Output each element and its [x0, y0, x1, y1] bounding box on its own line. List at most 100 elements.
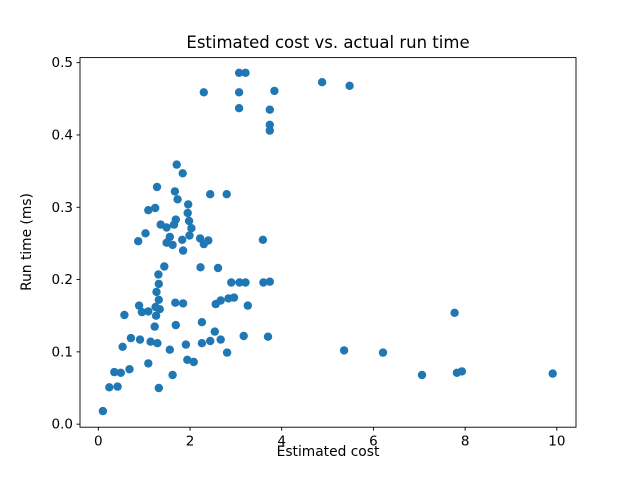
- scatter-point: [265, 120, 274, 129]
- y-tick-label: 0.1: [52, 344, 73, 360]
- scatter-point: [151, 203, 160, 213]
- scatter-point: [241, 68, 250, 78]
- scatter-point: [450, 308, 459, 317]
- scatter-point: [152, 287, 161, 297]
- scatter-point: [144, 206, 153, 215]
- scatter-point: [258, 235, 268, 244]
- scatter-point: [234, 68, 244, 78]
- scatter-point: [178, 169, 187, 178]
- scatter-point: [98, 406, 108, 416]
- x-tick-label: 10: [548, 434, 565, 450]
- y-tick-label: 0.3: [52, 200, 73, 216]
- y-tick-label: 0.5: [52, 55, 73, 71]
- scatter-point: [168, 370, 177, 380]
- scatter-point: [210, 327, 219, 336]
- scatter-point: [105, 383, 114, 392]
- scatter-point: [184, 216, 194, 226]
- scatter-point: [265, 277, 274, 286]
- scatter-point: [173, 195, 182, 204]
- scatter-point: [144, 307, 153, 316]
- scatter-point: [154, 279, 163, 289]
- scatter-point: [222, 190, 231, 199]
- scatter-point: [152, 182, 162, 192]
- scatter-point: [110, 367, 119, 377]
- scatter-point: [197, 318, 207, 327]
- scatter-point: [235, 278, 244, 287]
- scatter-point: [150, 322, 159, 331]
- scatter-point: [135, 335, 145, 344]
- scatter-point: [339, 346, 349, 355]
- scatter-point: [197, 339, 207, 348]
- scatter-point: [345, 81, 354, 91]
- scatter-point: [178, 246, 188, 255]
- scatter-point: [227, 278, 236, 287]
- scatter-point: [154, 295, 163, 304]
- scatter-point: [239, 331, 248, 341]
- scatter-point: [243, 301, 252, 310]
- scatter-point: [153, 339, 162, 348]
- scatter-point: [169, 220, 179, 229]
- scatter-point: [234, 88, 244, 97]
- scatter-point: [160, 262, 169, 271]
- scatter-point: [171, 298, 180, 307]
- scatter-point: [185, 231, 194, 240]
- scatter-point: [548, 369, 557, 378]
- scatter-point: [196, 263, 205, 272]
- scatter-point: [134, 301, 144, 310]
- scatter-point: [259, 278, 268, 287]
- x-tick-label: 4: [277, 434, 286, 450]
- axes-spines: [79, 57, 577, 428]
- x-tick-label: 0: [94, 434, 103, 450]
- scatter-point: [184, 200, 193, 209]
- y-tick-label: 0.2: [52, 272, 73, 288]
- scatter-point: [172, 160, 181, 169]
- y-tick-label: 0.0: [52, 417, 73, 433]
- scatter-point: [265, 126, 274, 135]
- scatter-point: [189, 357, 198, 367]
- scatter-point: [120, 310, 129, 320]
- scatter-point: [181, 340, 191, 349]
- x-tick-label: 2: [186, 434, 195, 450]
- scatter-point: [168, 240, 177, 250]
- scatter-point: [457, 367, 467, 376]
- scatter-point: [125, 365, 134, 374]
- scatter-point: [263, 332, 273, 341]
- scatter-point: [234, 104, 244, 113]
- scatter-point: [146, 337, 155, 346]
- scatter-point: [126, 333, 136, 343]
- scatter-point: [178, 235, 187, 244]
- y-axis-label: Run time (ms): [19, 193, 35, 291]
- scatter-point: [162, 223, 171, 232]
- scatter-point: [183, 355, 192, 364]
- scatter-point: [134, 237, 143, 246]
- scatter-point: [151, 311, 161, 320]
- scatter-point: [137, 307, 147, 317]
- scatter-point: [171, 320, 180, 330]
- x-axis-label: Estimated cost: [276, 444, 380, 460]
- scatter-point: [154, 270, 163, 279]
- scatter-point: [417, 370, 427, 380]
- scatter-point: [144, 359, 153, 368]
- scatter-point: [213, 263, 223, 273]
- scatter-point: [222, 348, 232, 357]
- scatter-point: [118, 342, 127, 351]
- x-tick-label: 8: [461, 434, 470, 450]
- scatter-point: [116, 368, 126, 377]
- scatter-point: [265, 105, 274, 114]
- y-tick-label: 0.4: [52, 127, 73, 143]
- scatter-point: [165, 345, 174, 354]
- scatter-point: [378, 348, 388, 357]
- scatter-point: [216, 335, 225, 344]
- scatter-point: [216, 296, 225, 305]
- scatter-point: [178, 299, 188, 308]
- scatter-point: [141, 229, 150, 238]
- scatter-point: [183, 208, 192, 218]
- scatter-point: [241, 278, 250, 287]
- scatter-point: [317, 78, 327, 87]
- chart-title: Estimated cost vs. actual run time: [186, 33, 470, 52]
- scatter-point: [229, 293, 239, 302]
- scatter-point: [165, 232, 174, 242]
- scatter-point: [170, 187, 180, 196]
- scatter-point: [270, 86, 279, 96]
